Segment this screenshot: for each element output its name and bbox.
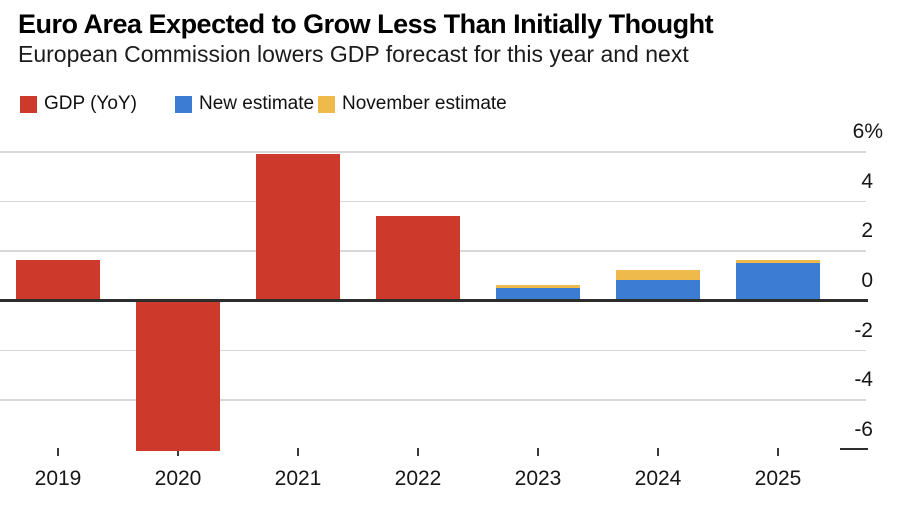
x-tick-2025 [777,448,779,456]
bar-2019-gdp-yoy- [16,260,100,300]
chart-subtitle: European Commission lowers GDP forecast … [18,41,689,67]
legend-label-new-estimate: New estimate [199,93,315,114]
x-tick-2022 [417,448,419,456]
bar-2022-gdp-yoy- [376,215,460,300]
bar-2021-gdp-yoy- [256,153,340,300]
chart-title: Euro Area Expected to Grow Less Than Ini… [18,9,714,39]
gridline--4 [0,399,866,401]
bar-2023-new-estimate [496,287,580,300]
x-tick-2019 [57,448,59,456]
gridline--2 [0,349,866,351]
x-axis-label-2020: 2020 [154,467,202,490]
legend-swatch-yellow-icon [318,95,335,113]
y-axis-label-2: 2 [861,219,873,243]
legend-swatch-blue-icon [175,95,192,113]
x-axis-label-2022: 2022 [394,467,442,490]
bar-2020-gdp-yoy- [136,300,220,452]
x-tick-2021 [297,448,299,456]
y-axis-label-4: 4 [861,169,873,193]
y-axis-label--2: -2 [854,318,873,342]
bar-2025-new-estimate [736,262,820,300]
legend-label-november-estimate: November estimate [342,93,507,114]
y-axis-label--6: -6 [854,417,873,441]
x-axis-label-2024: 2024 [634,467,682,490]
x-axis-label-2023: 2023 [514,467,562,490]
y-axis-label-6: 6% [852,120,883,144]
axis-min-stub [840,447,868,451]
bar-2024-new-estimate [616,280,700,300]
x-tick-2023 [537,448,539,456]
legend-item-november-estimate: November estimate [318,93,507,114]
legend-swatch-red-icon [20,95,37,113]
legend-item-gdp-yoy: GDP (YoY) [20,93,137,114]
x-axis-label-2021: 2021 [274,467,322,490]
legend-label-gdp-yoy: GDP (YoY) [44,93,137,114]
axis-baseline [0,299,868,302]
x-axis-label-2025: 2025 [754,467,802,490]
y-axis-label--4: -4 [854,368,873,392]
gridline-6 [0,151,866,153]
legend-item-new-estimate: New estimate [175,93,315,114]
x-tick-2024 [657,448,659,456]
x-tick-2020 [177,448,179,456]
x-axis-label-2019: 2019 [34,467,82,490]
gridline-4 [0,200,866,203]
y-axis-label-0: 0 [861,269,873,292]
